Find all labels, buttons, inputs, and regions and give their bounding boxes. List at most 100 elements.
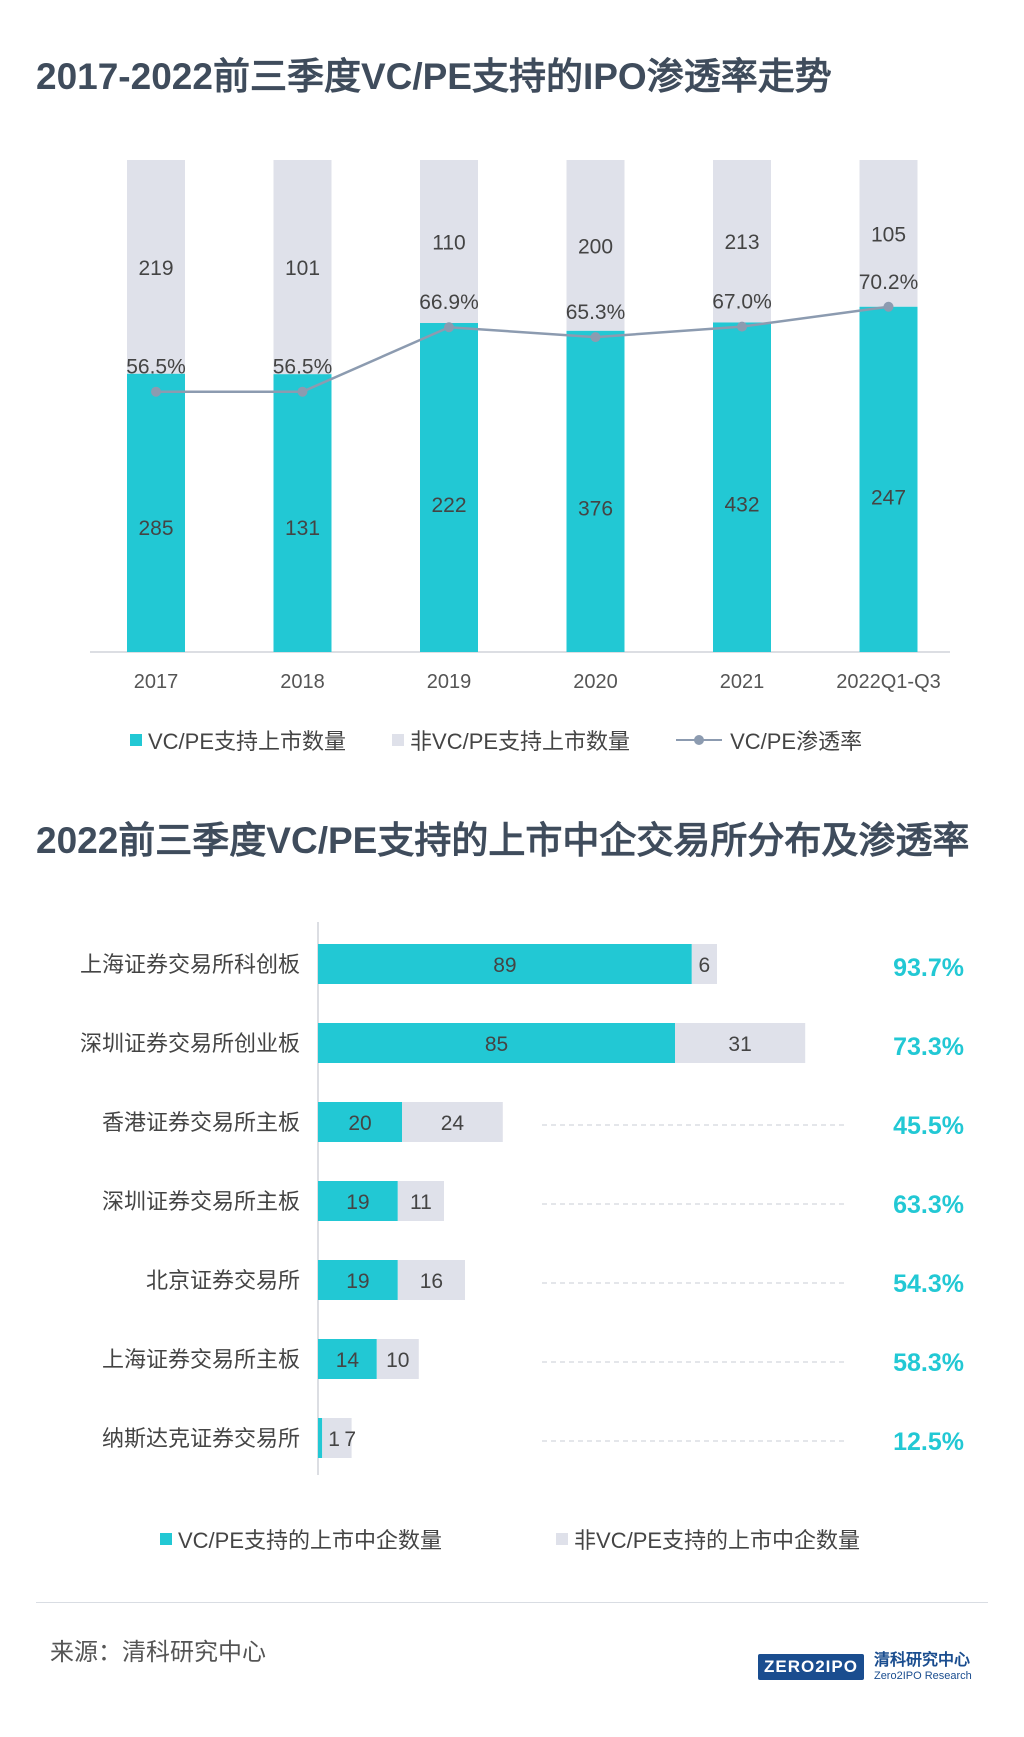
bar-vcpe-2021 (713, 322, 771, 652)
footer-divider (36, 1602, 988, 1603)
rate-label-2022Q1-Q3: 70.2% (859, 271, 919, 294)
value-label-non-vcpe-2020: 200 (578, 235, 613, 258)
hbar-vcpe-0 (318, 944, 692, 984)
hbar-vcpe-4 (318, 1260, 398, 1300)
value-label-vcpe-2017: 285 (138, 517, 173, 540)
legend-item-non-vcpe-listed: 非VC/PE支持的上市中企数量 (556, 1523, 860, 1555)
category-label-3: 深圳证券交易所主板 (102, 1189, 300, 1214)
category-label-5: 上海证券交易所主板 (102, 1347, 300, 1372)
legend-exchange-distribution: VC/PE支持的上市中企数量 非VC/PE支持的上市中企数量 (160, 1523, 974, 1555)
penetration-point-2017 (151, 386, 161, 397)
hbar-value-vcpe-6: 1 (328, 1428, 340, 1451)
rate-label-2019: 66.9% (419, 291, 479, 314)
legend-label-penetration: VC/PE渗透率 (730, 729, 863, 754)
bar-non-vcpe-2020 (566, 160, 625, 331)
bar-vcpe-2017 (127, 373, 185, 652)
penetration-rate-6: 12.5% (893, 1428, 964, 1456)
hbar-vcpe-5 (318, 1339, 377, 1379)
category-label-4: 北京证券交易所 (146, 1268, 300, 1293)
value-label-vcpe-2020: 376 (578, 497, 613, 520)
x-tick-2018: 2018 (280, 671, 325, 693)
bar-non-vcpe-2021 (713, 160, 771, 323)
hbar-value-non-vcpe-5: 10 (386, 1349, 409, 1372)
source-note: 来源：清科研究中心 (50, 1639, 266, 1666)
legend-label-vcpe-listed: VC/PE支持的上市中企数量 (178, 1528, 443, 1553)
hbar-non-vcpe-0 (691, 944, 717, 984)
hbar-value-vcpe-4: 19 (346, 1270, 369, 1293)
x-tick-2019: 2019 (427, 671, 472, 693)
bar-non-vcpe-2022Q1-Q3 (859, 160, 918, 307)
value-label-non-vcpe-2018: 101 (285, 257, 320, 280)
hbar-value-vcpe-2: 20 (348, 1112, 371, 1135)
legend-swatch-non-vcpe-listed (556, 1533, 569, 1545)
category-label-1: 深圳证券交易所创业板 (80, 1031, 300, 1056)
hbar-vcpe-2 (318, 1102, 402, 1142)
hbar-value-non-vcpe-2: 24 (441, 1112, 465, 1135)
value-label-vcpe-2018: 131 (285, 517, 320, 540)
x-tick-2022Q1-Q3: 2022Q1-Q3 (836, 671, 941, 693)
logo-name-cn: 清科研究中心 (873, 1652, 970, 1669)
hbar-value-vcpe-0: 89 (493, 954, 516, 977)
value-label-non-vcpe-2021: 213 (724, 231, 759, 254)
category-label-0: 上海证券交易所科创板 (80, 952, 300, 977)
legend-item-vcpe: VC/PE支持上市数量 (130, 724, 346, 756)
hbar-non-vcpe-2 (402, 1102, 503, 1142)
value-label-vcpe-2019: 222 (431, 494, 466, 517)
bar-vcpe-2022Q1-Q3 (859, 306, 918, 652)
legend-ipo-trend: VC/PE支持上市数量 非VC/PE支持上市数量 VC/PE渗透率 (130, 724, 908, 756)
x-tick-2021: 2021 (720, 671, 765, 693)
legend-swatch-vcpe (130, 734, 142, 746)
legend-item-non-vcpe: 非VC/PE支持上市数量 (392, 724, 630, 756)
hbar-value-vcpe-3: 19 (346, 1191, 369, 1214)
penetration-rate-4: 54.3% (893, 1270, 964, 1298)
value-label-vcpe-2021: 432 (724, 494, 759, 517)
category-label-2: 香港证券交易所主板 (102, 1110, 300, 1135)
hbar-value-vcpe-1: 85 (485, 1033, 508, 1056)
legend-item-penetration: VC/PE渗透率 (676, 724, 862, 756)
penetration-rate-5: 58.3% (893, 1349, 964, 1377)
hbar-non-vcpe-3 (397, 1181, 444, 1221)
legend-swatch-vcpe-listed (160, 1533, 172, 1545)
hbar-value-vcpe-5: 14 (336, 1349, 360, 1372)
rate-label-2018: 56.5% (273, 356, 333, 379)
bar-vcpe-2018 (273, 374, 332, 652)
logo-mark: ZERO2IPO (758, 1653, 864, 1680)
hbar-vcpe-1 (318, 1023, 675, 1063)
legend-item-vcpe-listed: VC/PE支持的上市中企数量 (160, 1523, 442, 1555)
hbar-value-non-vcpe-3: 11 (410, 1191, 432, 1214)
penetration-rate-3: 63.3% (893, 1191, 964, 1219)
value-label-vcpe-2022Q1-Q3: 247 (871, 487, 906, 510)
ipo-penetration-trend-chart: 219 285 2017 56.5% 101 131 2018 56.5% 110 222 2019… (90, 160, 950, 693)
hbar-vcpe-3 (318, 1181, 398, 1221)
x-tick-2017: 2017 (134, 671, 179, 693)
penetration-point-2018 (297, 386, 308, 397)
legend-label-vcpe: VC/PE支持上市数量 (148, 729, 347, 754)
hbar-non-vcpe-5 (376, 1339, 419, 1379)
hbar-non-vcpe-4 (397, 1260, 465, 1300)
penetration-rate-1: 73.3% (893, 1033, 964, 1061)
value-label-non-vcpe-2019: 110 (432, 232, 465, 255)
hbar-non-vcpe-6 (322, 1418, 352, 1458)
chart-title-exchange-distribution: 2022前三季度VC/PE支持的上市中企交易所分布及渗透率 (36, 820, 970, 861)
bar-non-vcpe-2018 (273, 160, 332, 375)
hbar-value-non-vcpe-1: 31 (728, 1033, 751, 1056)
value-label-non-vcpe-2017: 219 (138, 257, 173, 280)
bar-non-vcpe-2017 (127, 160, 185, 374)
rate-label-2020: 65.3% (566, 301, 626, 324)
legend-label-non-vcpe-listed: 非VC/PE支持的上市中企数量 (574, 1528, 861, 1553)
exchange-distribution-chart: 上海证券交易所科创板 89 6 93.7% 深圳证券交易所创业板 85 31 73.3% 香港证… (80, 922, 964, 1475)
penetration-point-2022Q1-Q3 (883, 301, 894, 312)
logo-text: 清科研究中心 Zero2IPO Research (874, 1652, 972, 1682)
bar-vcpe-2020 (566, 330, 625, 652)
penetration-rate-0: 93.7% (893, 954, 964, 982)
legend-swatch-penetration (676, 734, 723, 746)
rate-label-2017: 56.5% (126, 356, 186, 379)
penetration-point-2019 (444, 322, 454, 333)
x-tick-2020: 2020 (573, 671, 618, 693)
penetration-point-2021 (737, 321, 747, 332)
zero2ipo-logo: ZERO2IPO 清科研究中心 Zero2IPO Research (758, 1652, 972, 1682)
penetration-line (156, 305, 889, 393)
legend-swatch-non-vcpe (392, 734, 405, 746)
bar-vcpe-2019 (420, 323, 478, 652)
logo-name-en: Zero2IPO Research (873, 1669, 972, 1682)
